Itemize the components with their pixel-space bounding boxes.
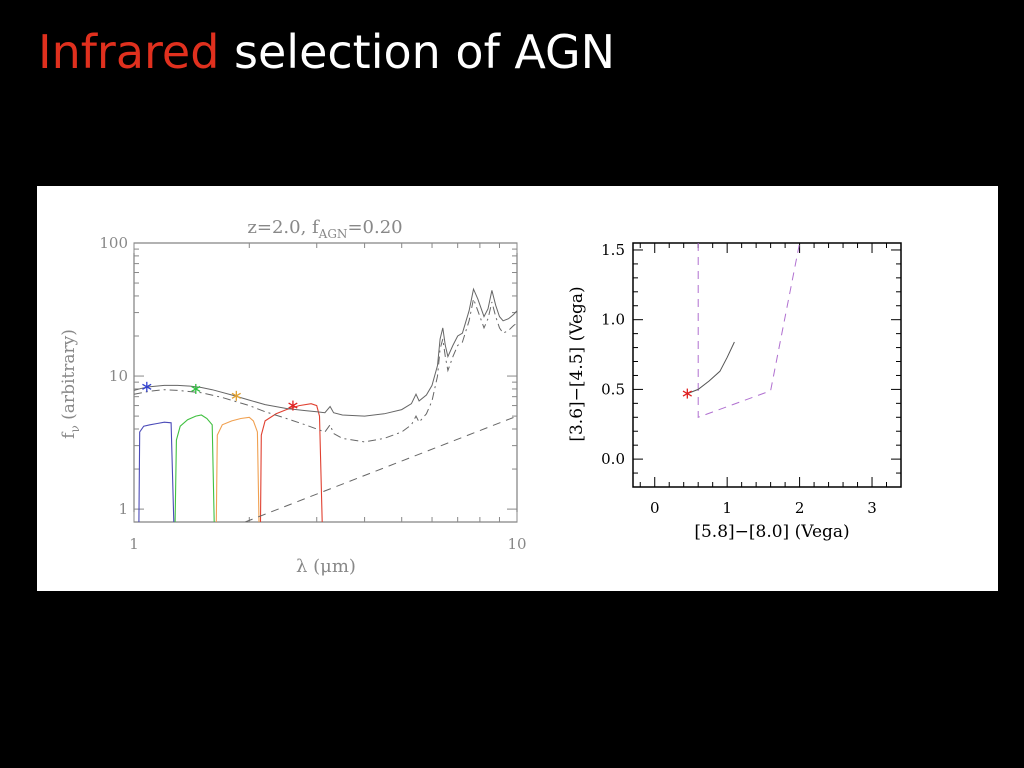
slide-title: Infrared selection of AGN	[38, 24, 615, 80]
cc-y-tick-label: 1.0	[601, 311, 625, 329]
figure-panel: z=2.0, fAGN=0.20 1 10 1 10 100 λ (μm) fν (ar…	[37, 186, 998, 591]
cc-y-tick-label: 0.0	[601, 450, 625, 468]
cc-agn-wedge	[697, 242, 801, 419]
sed-series-solid	[133, 287, 518, 417]
sed-marker-3	[231, 390, 241, 401]
sed-minor-ticks	[133, 243, 518, 522]
sed-marker-1	[142, 381, 152, 392]
sed-ylabel-f: f	[59, 431, 79, 439]
title-rest: selection of AGN	[219, 25, 616, 79]
color-color-chart: 0 1 2 3 0.0 0.5 1.0 1.5 [5.8]−[8.0] (Vega) [3.6…	[567, 241, 902, 542]
sed-tick-labels: 1 10 1 10 100	[99, 234, 526, 553]
sed-filter-curve-3	[215, 416, 260, 523]
cc-markers	[682, 388, 692, 399]
sed-x-tick-label: 10	[507, 535, 526, 553]
cc-x-tick-label: 2	[795, 499, 805, 517]
sed-marker-2	[191, 383, 201, 394]
cc-y-axis-label: [3.6]−[4.5] (Vega)	[567, 286, 587, 441]
cc-ticks	[633, 243, 901, 487]
sed-x-tick-label: 1	[129, 535, 139, 553]
sed-chart-title: z=2.0, fAGN=0.20	[247, 217, 402, 241]
sed-filter-curve-1	[138, 421, 175, 523]
cc-series-lines	[687, 242, 801, 419]
sed-series-dashdot	[133, 297, 518, 443]
cc-marker-1	[682, 388, 692, 399]
cc-track-1	[687, 341, 735, 395]
cc-x-tick-label: 0	[650, 499, 660, 517]
cc-x-axis-label: [5.8]−[8.0] (Vega)	[694, 522, 849, 542]
sed-title-subscript: AGN	[318, 227, 348, 241]
cc-x-tick-label: 1	[722, 499, 732, 517]
cc-plot-frame	[632, 242, 902, 488]
cc-tick-labels: 0 1 2 3 0.0 0.5 1.0 1.5	[601, 241, 877, 517]
sed-y-tick-label: 1	[118, 500, 128, 518]
sed-filter-curve-2	[174, 414, 215, 523]
sed-y-tick-label: 10	[109, 367, 128, 385]
sed-chart: z=2.0, fAGN=0.20 1 10 1 10 100 λ (μm) fν (ar…	[59, 217, 527, 577]
sed-y-axis-label: fν (arbitrary)	[59, 329, 82, 439]
sed-y-tick-label: 100	[99, 234, 128, 252]
sed-title-value: =0.20	[347, 217, 402, 238]
sed-plot-frame	[133, 242, 518, 523]
sed-ylabel-rest: (arbitrary)	[59, 329, 79, 425]
cc-y-tick-label: 1.5	[601, 241, 625, 259]
cc-y-tick-label: 0.5	[601, 380, 625, 398]
sed-title-text: z=2.0, f	[247, 217, 320, 238]
sed-x-axis-label: λ (μm)	[296, 556, 356, 577]
sed-ylabel-nu: ν	[68, 425, 82, 432]
sed-series-dashed	[244, 415, 518, 523]
sed-markers	[142, 381, 298, 411]
sed-marker-4	[288, 400, 298, 411]
cc-x-tick-label: 3	[867, 499, 877, 517]
sed-series-lines	[133, 287, 518, 523]
title-highlight: Infrared	[38, 25, 220, 79]
